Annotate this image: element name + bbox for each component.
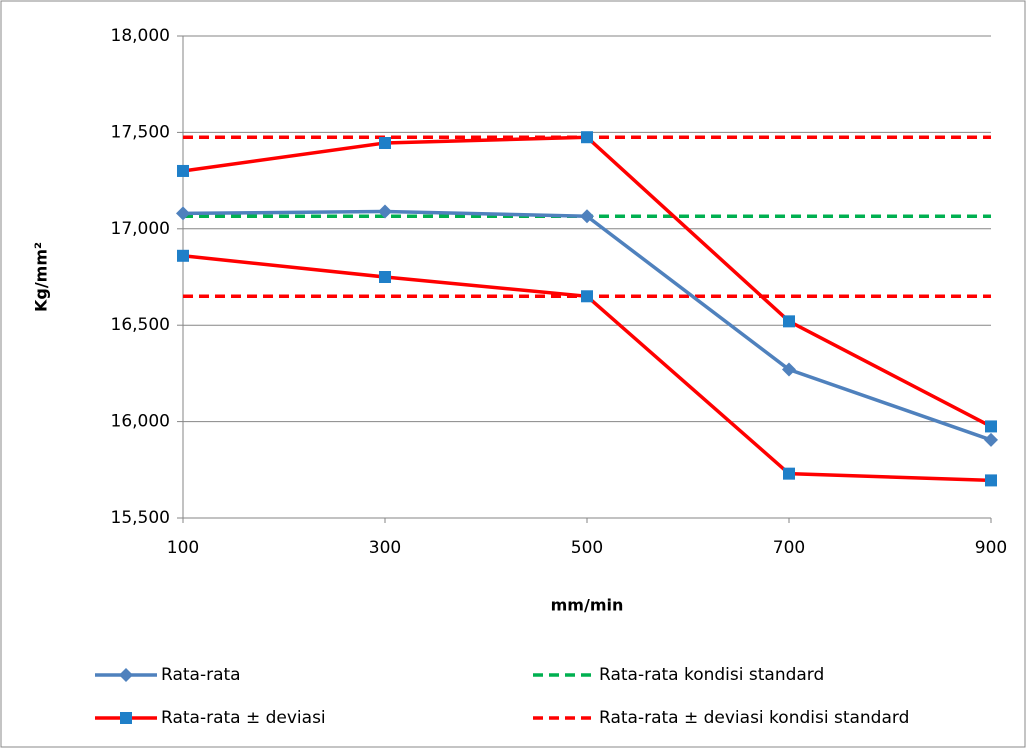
chart-frame [1, 1, 1025, 747]
data-point [177, 165, 189, 177]
legend-marker [120, 712, 132, 724]
y-tick-label: 16,500 [111, 315, 170, 335]
x-tick-label: 700 [773, 538, 805, 558]
data-point [379, 271, 391, 283]
y-tick-label: 15,500 [111, 508, 170, 528]
legend-label: Rata-rata ± deviasi [161, 708, 326, 728]
x-tick-label: 100 [167, 538, 199, 558]
data-point [985, 474, 997, 486]
data-point [783, 315, 795, 327]
x-tick-label: 300 [369, 538, 401, 558]
y-axis-label: Kg/mm² [32, 242, 51, 312]
data-point [783, 468, 795, 480]
data-point [581, 131, 593, 143]
x-tick-label: 900 [975, 538, 1007, 558]
y-tick-label: 16,000 [111, 412, 170, 432]
data-point [985, 420, 997, 432]
data-point [581, 290, 593, 302]
data-point [379, 137, 391, 149]
legend-label: Rata-rata [161, 665, 241, 685]
x-axis-label: mm/min [551, 596, 624, 615]
y-tick-label: 17,000 [111, 219, 170, 239]
legend-label: Rata-rata kondisi standard [599, 665, 824, 685]
y-tick-label: 18,000 [111, 26, 170, 46]
data-point [177, 250, 189, 262]
y-tick-label: 17,500 [111, 122, 170, 142]
x-tick-label: 500 [571, 538, 603, 558]
legend-label: Rata-rata ± deviasi kondisi standard [599, 708, 909, 728]
chart: mm/min Kg/mm² 15,500 16,000 16,500 17,000 17… [0, 0, 1028, 749]
